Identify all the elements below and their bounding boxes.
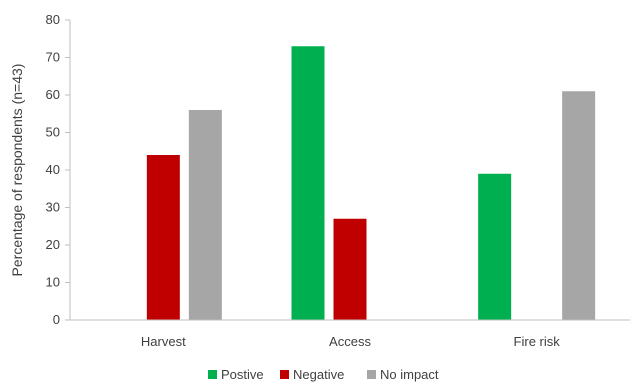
y-tick-label: 80 (46, 12, 60, 27)
bar-postive-fire-risk (478, 173, 512, 320)
bar-no-impact-harvest (188, 110, 222, 320)
legend-label: Negative (293, 367, 344, 382)
x-tick-label: Harvest (141, 334, 186, 349)
bar-postive-access (291, 46, 325, 320)
y-tick-label: 0 (53, 312, 60, 327)
y-tick-label: 30 (46, 200, 60, 215)
x-tick-label: Access (329, 334, 371, 349)
y-axis-ticks: 0 10 20 30 40 50 60 70 80 (46, 12, 70, 327)
legend-swatch (367, 370, 376, 379)
y-tick-label: 10 (46, 275, 60, 290)
y-tick-label: 20 (46, 237, 60, 252)
bar-no-impact-fire-risk (562, 91, 596, 320)
y-tick-label: 70 (46, 50, 60, 65)
x-axis-tick-labels: Harvest Access Fire risk (141, 334, 560, 349)
y-tick-label: 60 (46, 87, 60, 102)
y-tick-label: 50 (46, 125, 60, 140)
y-tick-label: 40 (46, 162, 60, 177)
x-tick-label: Fire risk (514, 334, 561, 349)
legend-label: No impact (380, 367, 439, 382)
y-axis-title: Percentage of respondents (n=43) (9, 64, 25, 277)
bar-negative-harvest (146, 155, 180, 320)
legend-swatch (208, 370, 217, 379)
bar-negative-access (333, 218, 367, 320)
legend-label: Postive (221, 367, 264, 382)
bar-group (146, 46, 596, 320)
legend-swatch (280, 370, 289, 379)
legend: Postive Negative No impact (208, 367, 439, 382)
